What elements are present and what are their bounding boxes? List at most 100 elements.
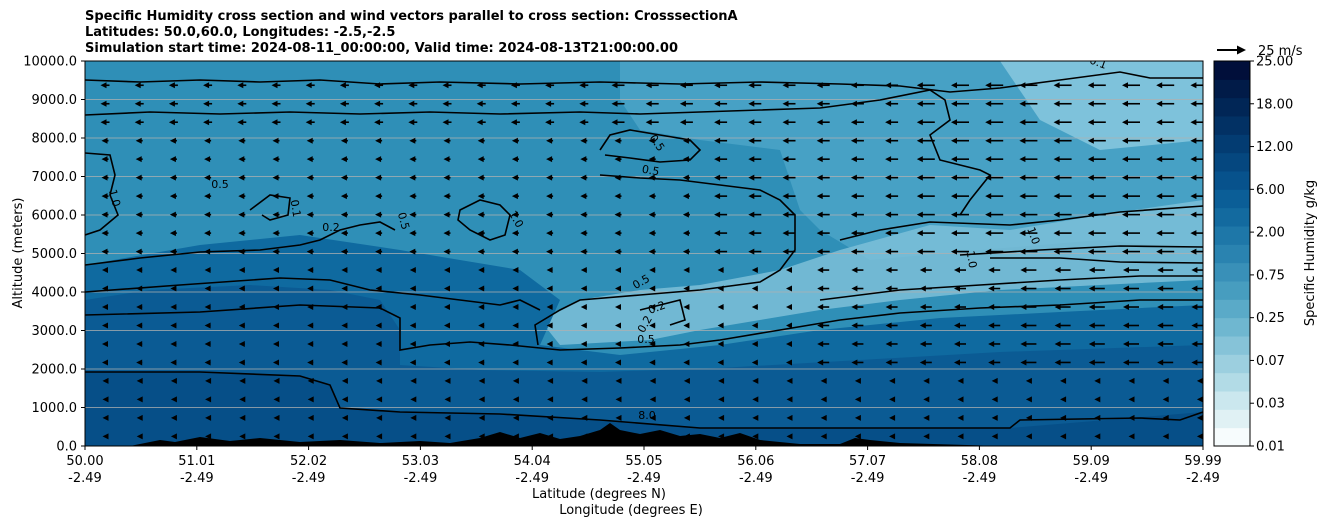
wind-vector-head bbox=[1196, 396, 1203, 403]
wind-vector-head bbox=[988, 285, 995, 292]
wind-vector-head bbox=[580, 248, 587, 255]
y-tick-label: 7000.0 bbox=[32, 170, 78, 185]
wind-vector-head bbox=[478, 304, 485, 311]
wind-vector-head bbox=[272, 248, 279, 255]
wind-vector-head bbox=[444, 414, 451, 421]
wind-vector-head bbox=[751, 359, 758, 366]
wind-vector-head bbox=[1094, 433, 1101, 440]
wind-vector-head bbox=[375, 137, 382, 144]
wind-vector-head bbox=[916, 156, 923, 163]
wind-vector-head bbox=[477, 156, 484, 163]
wind-vector-head bbox=[1019, 82, 1026, 89]
wind-vector-head bbox=[889, 377, 896, 384]
wind-vector-head bbox=[443, 174, 450, 181]
wind-vector-head bbox=[782, 211, 789, 218]
colorbar-tick-label: 0.25 bbox=[1256, 311, 1285, 326]
wind-vector-head bbox=[170, 359, 177, 366]
wind-vector-head bbox=[1025, 414, 1032, 421]
wind-vector-head bbox=[204, 359, 211, 366]
wind-vector-head bbox=[1094, 414, 1101, 421]
wind-vector-head bbox=[1190, 211, 1197, 218]
wind-vector-head bbox=[409, 304, 416, 311]
wind-vector-head bbox=[889, 414, 896, 421]
terrain bbox=[85, 423, 1203, 446]
wind-vector-head bbox=[512, 377, 519, 384]
wind-vector-head bbox=[985, 248, 992, 255]
wind-vector-head bbox=[649, 377, 656, 384]
wind-vector-head bbox=[885, 267, 892, 274]
wind-vector-head bbox=[752, 414, 759, 421]
wind-vector-head bbox=[204, 193, 211, 200]
moist-lower-layer bbox=[85, 285, 1203, 446]
wind-vector-head bbox=[1060, 414, 1067, 421]
wind-vector-head bbox=[476, 82, 483, 89]
wind-vector-head bbox=[409, 322, 416, 329]
wind-vector-head bbox=[375, 156, 382, 163]
wind-vector-head bbox=[136, 285, 143, 292]
wind-vector-head bbox=[1191, 304, 1198, 311]
wind-vector-head bbox=[238, 174, 245, 181]
wind-vector-head bbox=[443, 248, 450, 255]
contour-line bbox=[534, 174, 796, 346]
wind-vector-head bbox=[916, 248, 923, 255]
chart-title-line-1: Specific Humidity cross section and wind… bbox=[85, 9, 738, 24]
wind-vector-head bbox=[1190, 174, 1197, 181]
wind-vector-head bbox=[238, 267, 245, 274]
y-axis-label: Altitude (meters) bbox=[11, 198, 26, 309]
wind-vector-head bbox=[136, 359, 143, 366]
contour-label: 8.0 bbox=[638, 409, 656, 422]
colorbar-segment bbox=[1214, 244, 1250, 264]
wind-vector-head bbox=[717, 359, 724, 366]
wind-vector-head bbox=[170, 304, 177, 311]
wind-vector-head bbox=[854, 414, 861, 421]
wind-vector-head bbox=[1157, 267, 1164, 274]
wind-vector-head bbox=[748, 230, 755, 237]
colorbar-segment bbox=[1214, 97, 1250, 117]
chart-title-line-3: Simulation start time: 2024-08-11_00:00:… bbox=[85, 41, 678, 56]
wind-vector-head bbox=[1122, 137, 1128, 144]
wind-vector-head bbox=[204, 322, 211, 329]
wind-vector-head bbox=[272, 174, 279, 181]
x-axis-label-longitude: Longitude (degrees E) bbox=[559, 503, 703, 518]
wind-vector-head bbox=[547, 414, 554, 421]
wind-vector-head bbox=[748, 193, 755, 200]
wind-vector-head bbox=[580, 359, 587, 366]
wind-vector-head bbox=[851, 322, 858, 329]
wind-vector-head bbox=[546, 174, 553, 181]
wind-vector-head bbox=[307, 267, 314, 274]
wind-vector-head bbox=[100, 82, 107, 89]
wind-vector-head bbox=[885, 193, 892, 200]
colorbar-segment bbox=[1214, 134, 1250, 154]
wind-vector-head bbox=[1053, 230, 1060, 237]
wind-vector-head bbox=[409, 267, 416, 274]
wind-vector-head bbox=[580, 304, 587, 311]
wind-vector-head bbox=[648, 248, 655, 255]
wind-vector-head bbox=[477, 230, 484, 237]
wind-vector-head bbox=[954, 359, 960, 366]
wind-vector-head bbox=[374, 100, 381, 107]
wind-vector-head bbox=[714, 248, 721, 255]
wind-vector-head bbox=[410, 433, 417, 440]
contour-label: 0.1 bbox=[288, 199, 304, 218]
wind-vector-head bbox=[1088, 340, 1095, 347]
wind-vector-head bbox=[683, 304, 690, 311]
contour-line bbox=[85, 71, 1203, 93]
wind-vector-head bbox=[1020, 267, 1027, 274]
wind-vector-head bbox=[816, 230, 823, 237]
wind-vector-head bbox=[1156, 211, 1163, 218]
wind-vector-head bbox=[648, 230, 655, 237]
wind-vector-head bbox=[409, 230, 416, 237]
wind-vector-head bbox=[718, 396, 725, 403]
wind-vector-head bbox=[985, 211, 992, 218]
y-tick-label: 6000.0 bbox=[32, 209, 78, 224]
x-tick-label-lon: -2.49 bbox=[404, 471, 438, 486]
wind-vector-head bbox=[1087, 100, 1094, 107]
wind-vector-head bbox=[375, 267, 382, 274]
wind-vector-head bbox=[1122, 230, 1128, 237]
wind-vector-head bbox=[579, 82, 586, 89]
wind-vector-head bbox=[854, 396, 861, 403]
wind-vector-head bbox=[615, 285, 621, 292]
wind-vector-head bbox=[1190, 100, 1197, 107]
wind-vector-head bbox=[273, 396, 280, 403]
wind-vector-head bbox=[307, 340, 314, 347]
